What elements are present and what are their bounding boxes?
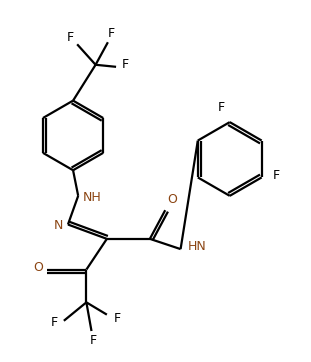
Text: F: F <box>272 169 280 182</box>
Text: F: F <box>67 31 74 44</box>
Text: HN: HN <box>188 240 206 253</box>
Text: N: N <box>54 219 63 232</box>
Text: F: F <box>122 58 129 71</box>
Text: F: F <box>107 26 114 39</box>
Text: F: F <box>114 312 121 325</box>
Text: O: O <box>33 261 43 274</box>
Text: F: F <box>218 101 225 114</box>
Text: F: F <box>51 316 58 329</box>
Text: O: O <box>167 193 177 206</box>
Text: F: F <box>90 334 97 347</box>
Text: NH: NH <box>83 191 102 205</box>
